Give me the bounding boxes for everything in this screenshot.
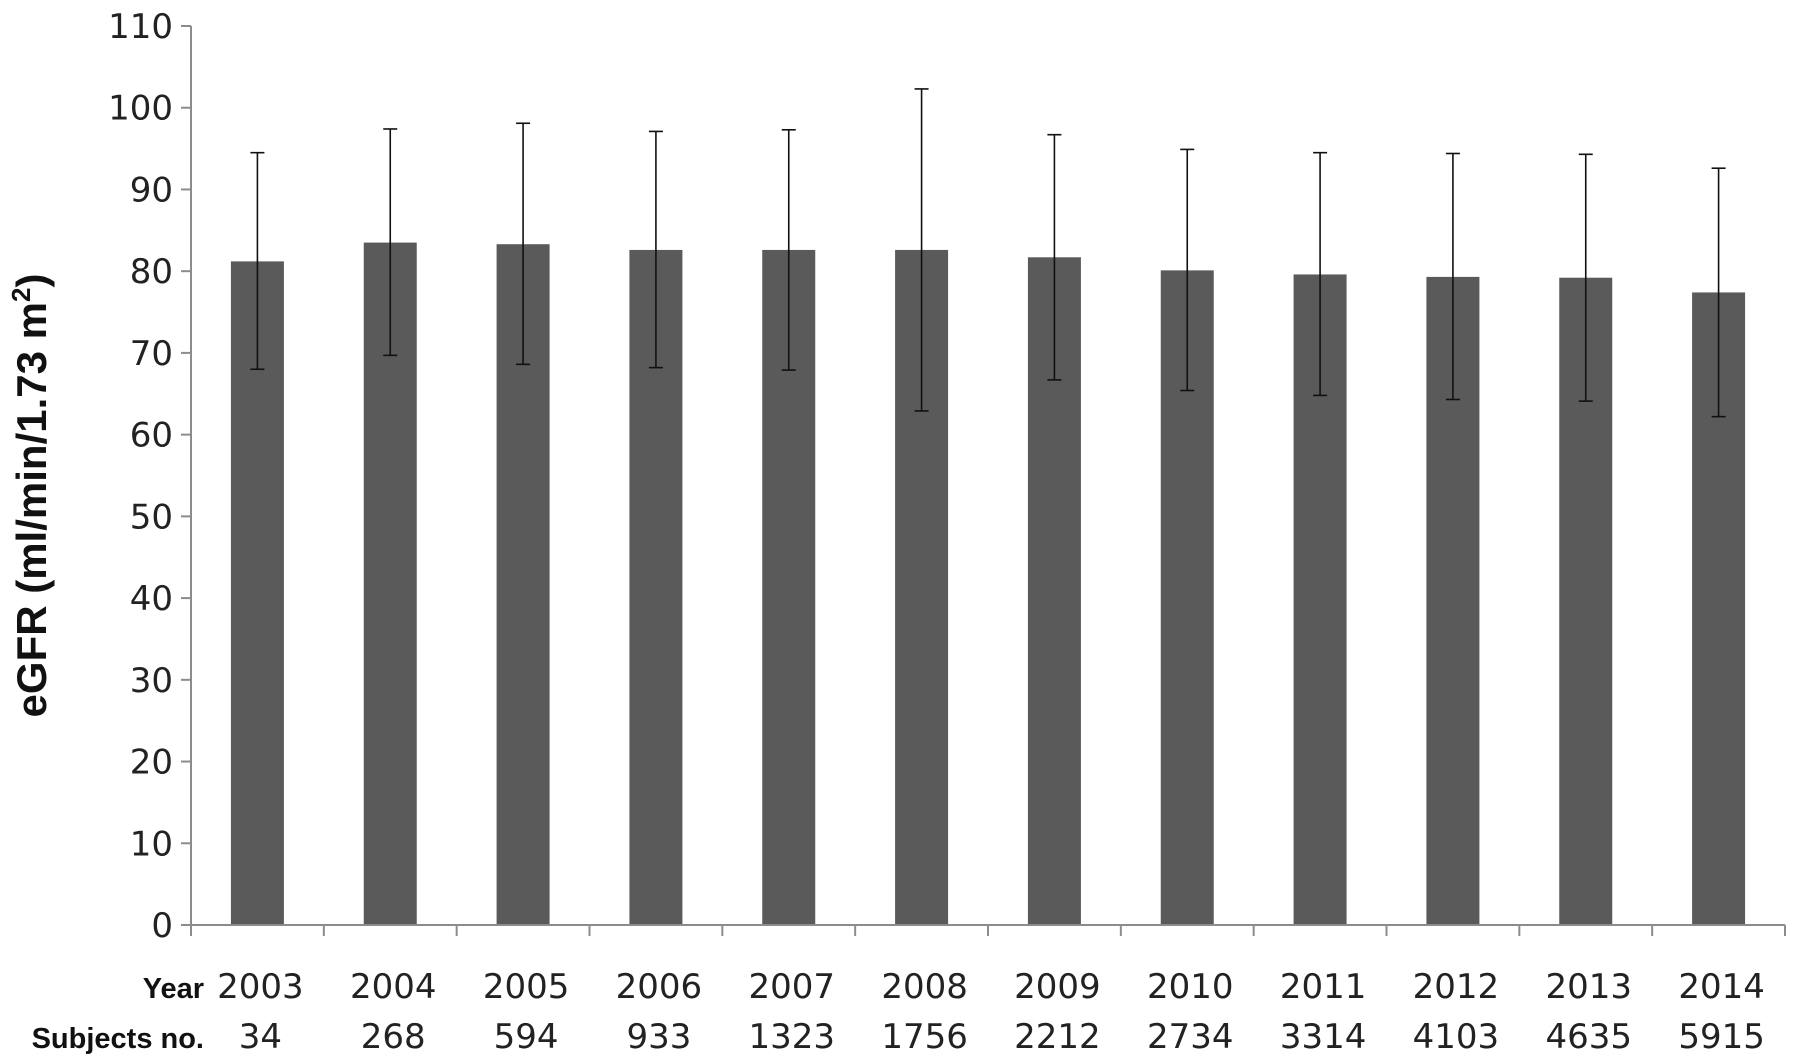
y-tick-label: 80 — [130, 252, 173, 292]
x-tick-label-year: 2014 — [1678, 967, 1765, 1007]
x-tick-label-year: 2009 — [1014, 967, 1101, 1007]
x-tick-label-subjects: 1323 — [748, 1017, 835, 1057]
x-tick-label-year: 2007 — [748, 967, 835, 1007]
y-axis: 0 10 20 30 40 50 60 70 80 90 100 110 — [108, 7, 192, 946]
x-axis — [190, 924, 1786, 936]
y-tick-label: 40 — [130, 579, 173, 619]
y-tick-label: 110 — [108, 7, 173, 47]
y-axis-label: eGFR (ml/min/1.73 m2) — [6, 274, 55, 718]
subjects-row-label: Subjects no. — [32, 1023, 204, 1055]
x-axis-labels: Year Subjects no. 2003 34 2004 268 2005 594 2006… — [32, 967, 1765, 1057]
year-row-label: Year — [143, 973, 204, 1005]
x-tick-label-subjects: 4103 — [1413, 1017, 1500, 1057]
x-tick-label-year: 2011 — [1280, 967, 1367, 1007]
y-tick-label: 90 — [130, 170, 173, 210]
y-tick-label: 50 — [130, 497, 173, 537]
x-tick-label-year: 2004 — [350, 967, 437, 1007]
bar — [230, 261, 284, 926]
x-tick-label-year: 2010 — [1147, 967, 1234, 1007]
x-tick-label-subjects: 5915 — [1678, 1017, 1765, 1057]
x-tick-label-year: 2008 — [881, 967, 968, 1007]
y-tick-label: 20 — [130, 743, 173, 783]
x-tick-label-year: 2013 — [1545, 967, 1632, 1007]
x-tick-label-year: 2012 — [1413, 967, 1500, 1007]
x-tick-label-subjects: 2734 — [1147, 1017, 1234, 1057]
y-tick-label: 70 — [130, 334, 173, 374]
x-tick-label-subjects: 933 — [626, 1017, 691, 1057]
x-tick-label-year: 2003 — [217, 967, 304, 1007]
x-tick-label-subjects: 3314 — [1280, 1017, 1367, 1057]
y-tick-label: 0 — [151, 906, 173, 946]
x-tick-label-subjects: 268 — [361, 1017, 426, 1057]
error-bars-group — [250, 88, 1726, 418]
x-tick-label-subjects: 34 — [239, 1017, 282, 1057]
x-tick-label-subjects: 4635 — [1545, 1017, 1632, 1057]
bars-group — [230, 242, 1746, 926]
x-tick-label-year: 2006 — [616, 967, 703, 1007]
y-tick-label: 60 — [130, 416, 173, 456]
y-tick-label: 10 — [130, 824, 173, 864]
x-tick-label-subjects: 2212 — [1014, 1017, 1101, 1057]
y-tick-label: 100 — [108, 89, 173, 129]
x-tick-label-year: 2005 — [483, 967, 570, 1007]
bar — [363, 242, 417, 925]
y-tick-label: 30 — [130, 661, 173, 701]
x-tick-label-subjects: 594 — [494, 1017, 559, 1057]
x-tick-label-subjects: 1756 — [881, 1017, 968, 1057]
